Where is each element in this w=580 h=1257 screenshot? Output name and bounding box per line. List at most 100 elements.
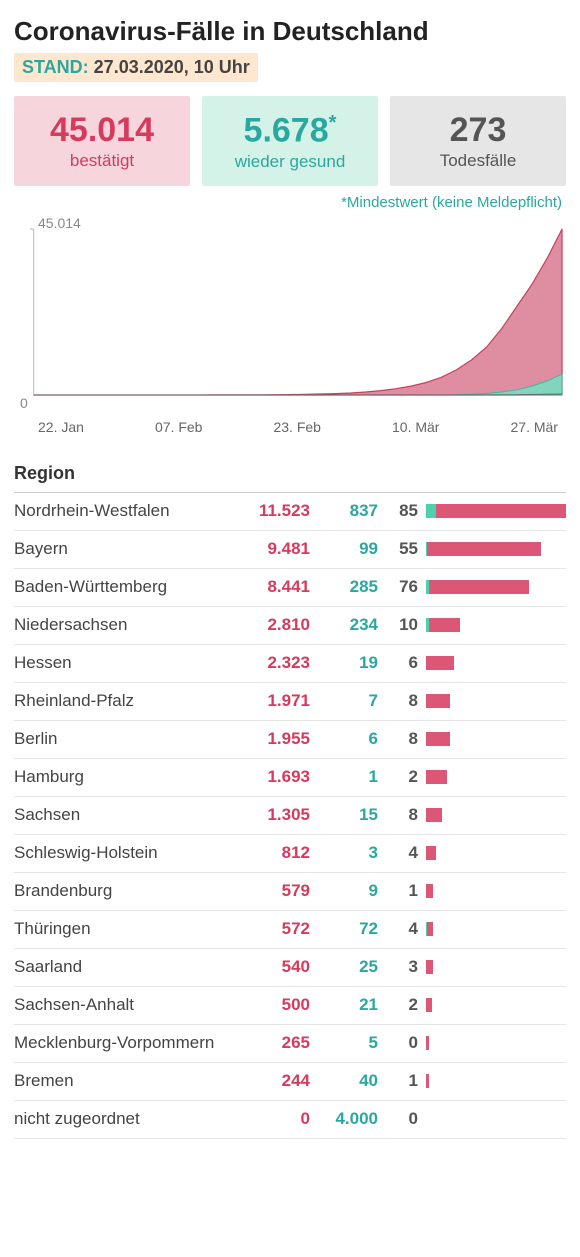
disclaimer-note: *Mindestwert (keine Meldepflicht) bbox=[14, 194, 562, 211]
region-recovered: 40 bbox=[310, 1071, 378, 1091]
region-deaths: 76 bbox=[378, 577, 418, 597]
table-row: Rheinland-Pfalz1.97178 bbox=[14, 683, 566, 721]
x-axis-labels: 22. Jan07. Feb23. Feb10. Mär27. Mär bbox=[14, 415, 566, 435]
table-row: Schleswig-Holstein81234 bbox=[14, 835, 566, 873]
table-row: Mecklenburg-Vorpommern26550 bbox=[14, 1025, 566, 1063]
region-table-body: Nordrhein-Westfalen11.52383785Bayern9.48… bbox=[14, 493, 566, 1139]
region-recovered: 4.000 bbox=[310, 1109, 378, 1129]
region-name: Saarland bbox=[14, 957, 224, 977]
region-deaths: 10 bbox=[378, 615, 418, 635]
region-name: Rheinland-Pfalz bbox=[14, 691, 224, 711]
region-deaths: 4 bbox=[378, 919, 418, 939]
region-recovered: 234 bbox=[310, 615, 378, 635]
region-bar bbox=[418, 580, 566, 594]
region-bar bbox=[418, 732, 566, 746]
region-name: Nordrhein-Westfalen bbox=[14, 501, 224, 521]
bar-segment-confirmed bbox=[427, 922, 433, 936]
region-deaths: 85 bbox=[378, 501, 418, 521]
table-row: Sachsen1.305158 bbox=[14, 797, 566, 835]
region-confirmed: 1.693 bbox=[224, 767, 310, 787]
region-deaths: 2 bbox=[378, 995, 418, 1015]
bar-segment-confirmed bbox=[426, 732, 450, 746]
bar-segment-confirmed bbox=[429, 618, 460, 632]
bar-segment-confirmed bbox=[426, 694, 450, 708]
region-name: nicht zugeordnet bbox=[14, 1109, 224, 1129]
region-deaths: 2 bbox=[378, 767, 418, 787]
table-row: Hamburg1.69312 bbox=[14, 759, 566, 797]
bar-segment-confirmed bbox=[426, 846, 436, 860]
region-name: Baden-Württemberg bbox=[14, 577, 224, 597]
region-bar bbox=[418, 504, 566, 518]
stand-badge: STAND: 27.03.2020, 10 Uhr bbox=[14, 53, 258, 82]
bar-segment-confirmed bbox=[426, 960, 432, 974]
region-bar bbox=[418, 694, 566, 708]
region-confirmed: 1.305 bbox=[224, 805, 310, 825]
region-deaths: 6 bbox=[378, 653, 418, 673]
chart-svg bbox=[14, 215, 566, 415]
table-row: Saarland540253 bbox=[14, 949, 566, 987]
region-bar bbox=[418, 1074, 566, 1088]
x-tick-label: 27. Mär bbox=[511, 419, 558, 435]
stat-confirmed-value: 45.014 bbox=[20, 112, 184, 149]
region-recovered: 25 bbox=[310, 957, 378, 977]
region-confirmed: 265 bbox=[224, 1033, 310, 1053]
region-confirmed: 2.323 bbox=[224, 653, 310, 673]
stand-label: STAND: bbox=[22, 57, 89, 77]
region-name: Hamburg bbox=[14, 767, 224, 787]
region-bar bbox=[418, 884, 566, 898]
region-deaths: 8 bbox=[378, 729, 418, 749]
region-name: Thüringen bbox=[14, 919, 224, 939]
table-row: Hessen2.323196 bbox=[14, 645, 566, 683]
region-bar bbox=[418, 618, 566, 632]
timeseries-chart: 45.014 0 22. Jan07. Feb23. Feb10. Mär27.… bbox=[14, 215, 566, 435]
region-bar bbox=[418, 960, 566, 974]
region-confirmed: 9.481 bbox=[224, 539, 310, 559]
region-recovered: 3 bbox=[310, 843, 378, 863]
table-row: Sachsen-Anhalt500212 bbox=[14, 987, 566, 1025]
region-name: Brandenburg bbox=[14, 881, 224, 901]
region-confirmed: 0 bbox=[224, 1109, 310, 1129]
region-bar bbox=[418, 808, 566, 822]
region-bar bbox=[418, 656, 566, 670]
region-confirmed: 244 bbox=[224, 1071, 310, 1091]
region-deaths: 8 bbox=[378, 691, 418, 711]
region-recovered: 837 bbox=[310, 501, 378, 521]
bar-segment-confirmed bbox=[436, 504, 566, 518]
bar-segment-confirmed bbox=[426, 808, 442, 822]
region-name: Schleswig-Holstein bbox=[14, 843, 224, 863]
region-confirmed: 500 bbox=[224, 995, 310, 1015]
y-axis-zero-label: 0 bbox=[20, 395, 28, 411]
bar-segment-confirmed bbox=[429, 580, 528, 594]
stand-value: 27.03.2020, 10 Uhr bbox=[94, 57, 250, 77]
table-row: Nordrhein-Westfalen11.52383785 bbox=[14, 493, 566, 531]
stat-recovered-label: wieder gesund bbox=[208, 152, 372, 172]
region-confirmed: 579 bbox=[224, 881, 310, 901]
region-deaths: 8 bbox=[378, 805, 418, 825]
stat-recovered-value: 5.678* bbox=[208, 112, 372, 150]
stat-deaths-label: Todesfälle bbox=[396, 151, 560, 171]
bar-segment-confirmed bbox=[426, 1036, 429, 1050]
table-row: Bremen244401 bbox=[14, 1063, 566, 1101]
x-tick-label: 07. Feb bbox=[155, 419, 202, 435]
bar-segment-confirmed bbox=[426, 656, 454, 670]
table-row: Brandenburg57991 bbox=[14, 873, 566, 911]
region-deaths: 0 bbox=[378, 1109, 418, 1129]
x-tick-label: 22. Jan bbox=[38, 419, 84, 435]
region-recovered: 15 bbox=[310, 805, 378, 825]
bar-segment-confirmed bbox=[426, 884, 433, 898]
region-deaths: 1 bbox=[378, 881, 418, 901]
region-recovered: 6 bbox=[310, 729, 378, 749]
table-row: Niedersachsen2.81023410 bbox=[14, 607, 566, 645]
region-deaths: 1 bbox=[378, 1071, 418, 1091]
region-bar bbox=[418, 542, 566, 556]
x-tick-label: 23. Feb bbox=[273, 419, 320, 435]
region-recovered: 5 bbox=[310, 1033, 378, 1053]
table-row: nicht zugeordnet04.0000 bbox=[14, 1101, 566, 1139]
stat-confirmed: 45.014 bestätigt bbox=[14, 96, 190, 186]
table-row: Baden-Württemberg8.44128576 bbox=[14, 569, 566, 607]
table-row: Berlin1.95568 bbox=[14, 721, 566, 759]
table-row: Bayern9.4819955 bbox=[14, 531, 566, 569]
stat-deaths-value: 273 bbox=[396, 112, 560, 149]
region-name: Niedersachsen bbox=[14, 615, 224, 635]
region-confirmed: 540 bbox=[224, 957, 310, 977]
